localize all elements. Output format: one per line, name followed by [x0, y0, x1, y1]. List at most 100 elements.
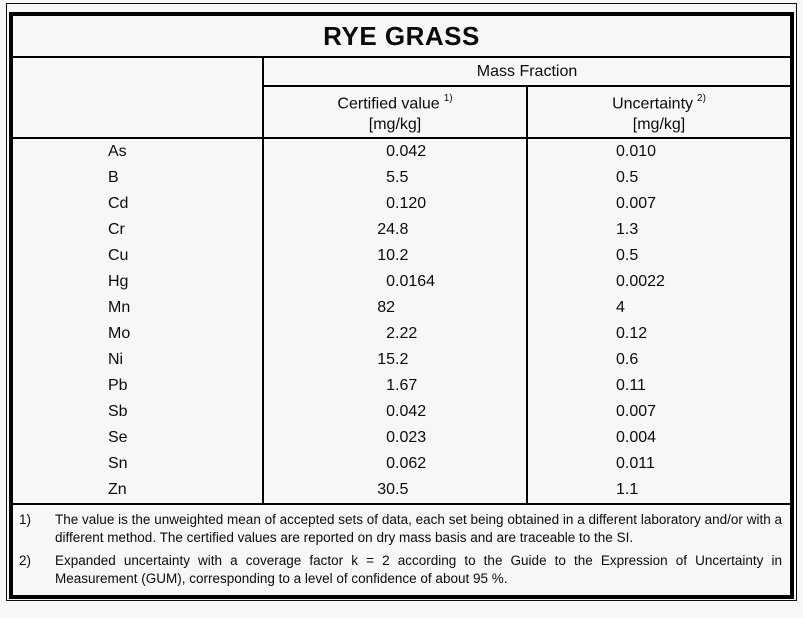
footnote-ref-2: 2) — [697, 92, 706, 104]
page-title: RYE GRASS — [13, 16, 791, 58]
certified-int-part: 0 — [386, 143, 395, 160]
certified-frac-part: .8 — [395, 221, 409, 238]
table-row: Pb 1.67 0.11 — [13, 373, 790, 399]
certified-frac-part: .22 — [395, 325, 418, 342]
footnote-1-text: The value is the unweighted mean of acce… — [55, 512, 783, 545]
certified-frac-part: .042 — [395, 403, 427, 420]
certified-frac-part: .67 — [395, 377, 418, 394]
table-row: Hg 0.0164 0.0022 — [13, 269, 790, 295]
certified-int-part: 0 — [386, 429, 395, 446]
certified-frac-part: .120 — [395, 195, 427, 212]
certified-value: 30.5 — [263, 477, 528, 504]
certified-int-part: 2 — [386, 325, 395, 342]
certified-value-unit: [mg/kg] — [368, 116, 422, 134]
footnotes-section: 1) The value is the unweighted mean of a… — [13, 503, 791, 595]
group-header-row: Mass Fraction — [13, 57, 791, 139]
element-symbol: Pb — [13, 373, 264, 399]
element-symbol: Hg — [13, 269, 264, 295]
table-row: Cr 24.8 1.3 — [13, 217, 790, 243]
certified-value: 2.22 — [263, 321, 528, 347]
footnotes-row: 1) The value is the unweighted mean of a… — [13, 503, 791, 595]
element-symbol: Se — [13, 425, 264, 451]
element-symbol: B — [13, 165, 264, 191]
footnote-ref-1: 1) — [443, 92, 453, 104]
certified-value: 0.023 — [263, 425, 528, 451]
certified-frac-part: .5 — [395, 169, 409, 186]
uncertainty-value: 0.011 — [616, 455, 655, 472]
certified-int-part: 82 — [377, 299, 395, 316]
footnote-2: 2) Expanded uncertainty with a coverage … — [19, 552, 782, 587]
element-symbol: Cr — [13, 217, 264, 243]
uncertainty-value: 0.5 — [616, 169, 639, 186]
certified-value: 15.2 — [263, 347, 528, 373]
certified-value: 0.120 — [263, 191, 528, 217]
certificate-table: RYE GRASS Mass Fraction Certified value 1… — [13, 16, 791, 595]
certified-value: 5.5 — [263, 165, 528, 191]
certified-value-label: Certified value — [337, 95, 440, 113]
certified-frac-part: .023 — [395, 429, 427, 446]
certified-value: 10.2 — [263, 243, 528, 269]
footnote-1: 1) The value is the unweighted mean of a… — [19, 511, 782, 546]
element-symbol: As — [13, 138, 264, 165]
uncertainty-value: 1.1 — [616, 481, 639, 498]
certified-int-part: 1 — [386, 377, 395, 394]
uncertainty-unit: [mg/kg] — [632, 116, 686, 134]
footnote-2-text: Expanded uncertainty with a coverage fac… — [55, 553, 783, 586]
table-row: Mn 82 4 — [13, 295, 790, 321]
element-symbol: Zn — [13, 477, 264, 504]
certified-int-part: 30 — [377, 481, 395, 498]
table-row: Cd 0.120 0.007 — [13, 191, 790, 217]
certified-int-part: 0 — [386, 455, 395, 472]
element-symbol: Ni — [13, 347, 264, 373]
certified-value: 24.8 — [263, 217, 528, 243]
table-row: Cu 10.2 0.5 — [13, 243, 790, 269]
table-row: Ni 15.2 0.6 — [13, 347, 790, 373]
document-outer-frame: RYE GRASS Mass Fraction Certified value 1… — [6, 3, 797, 601]
footnote-1-marker: 1) — [19, 512, 32, 527]
uncertainty-header: Uncertainty 2) [mg/kg] — [527, 86, 791, 139]
certified-value: 1.67 — [263, 373, 528, 399]
element-symbol: Mn — [13, 295, 264, 321]
uncertainty-value: 0.0022 — [616, 273, 665, 290]
certified-frac-part: .5 — [395, 481, 409, 498]
uncertainty-value: 0.6 — [616, 351, 639, 368]
element-symbol: Cu — [13, 243, 264, 269]
element-rows: As 0.042 0.010 B 5.5 0.5 Cd 0.120 0.007 … — [13, 138, 790, 504]
certified-frac-part: .2 — [395, 351, 409, 368]
table-row: Sn 0.062 0.011 — [13, 451, 790, 477]
uncertainty-label: Uncertainty — [612, 95, 694, 113]
certified-value: 0.062 — [263, 451, 528, 477]
certified-int-part: 0 — [386, 195, 395, 212]
certified-int-part: 0 — [386, 403, 395, 420]
certified-frac-part: .062 — [395, 455, 427, 472]
element-symbol: Sn — [13, 451, 264, 477]
certified-frac-part: .0164 — [395, 273, 436, 290]
footnote-2-marker: 2) — [19, 553, 32, 568]
mass-fraction-header: Mass Fraction — [263, 57, 791, 87]
certified-value: 0.042 — [263, 138, 528, 165]
document-inner-frame: RYE GRASS Mass Fraction Certified value 1… — [9, 12, 794, 599]
uncertainty-value: 0.004 — [616, 429, 657, 446]
table-row: Se 0.023 0.004 — [13, 425, 790, 451]
certified-value: 0.042 — [263, 399, 528, 425]
uncertainty-value: 0.010 — [616, 143, 657, 160]
certified-int-part: 24 — [377, 221, 395, 238]
certified-int-part: 5 — [386, 169, 395, 186]
certified-value: 0.0164 — [263, 269, 528, 295]
empty-corner-cell — [13, 57, 264, 139]
uncertainty-value: 0.007 — [616, 403, 657, 420]
table-row: Sb 0.042 0.007 — [13, 399, 790, 425]
column-header-row: Certified value 1) [mg/kg] Uncertainty 2) … — [13, 86, 791, 139]
element-symbol: Sb — [13, 399, 264, 425]
uncertainty-value: 0.5 — [616, 247, 639, 264]
uncertainty-value: 0.12 — [616, 325, 648, 342]
element-symbol: Mo — [13, 321, 264, 347]
table-row: Zn 30.5 1.1 — [13, 477, 790, 504]
certified-int-part: 10 — [377, 247, 395, 264]
uncertainty-value: 0.11 — [616, 377, 646, 394]
certified-value-header: Certified value 1) [mg/kg] — [263, 86, 528, 139]
certified-frac-part: .2 — [395, 247, 409, 264]
element-symbol: Cd — [13, 191, 264, 217]
certified-int-part: 15 — [377, 351, 395, 368]
certified-int-part: 0 — [386, 273, 395, 290]
